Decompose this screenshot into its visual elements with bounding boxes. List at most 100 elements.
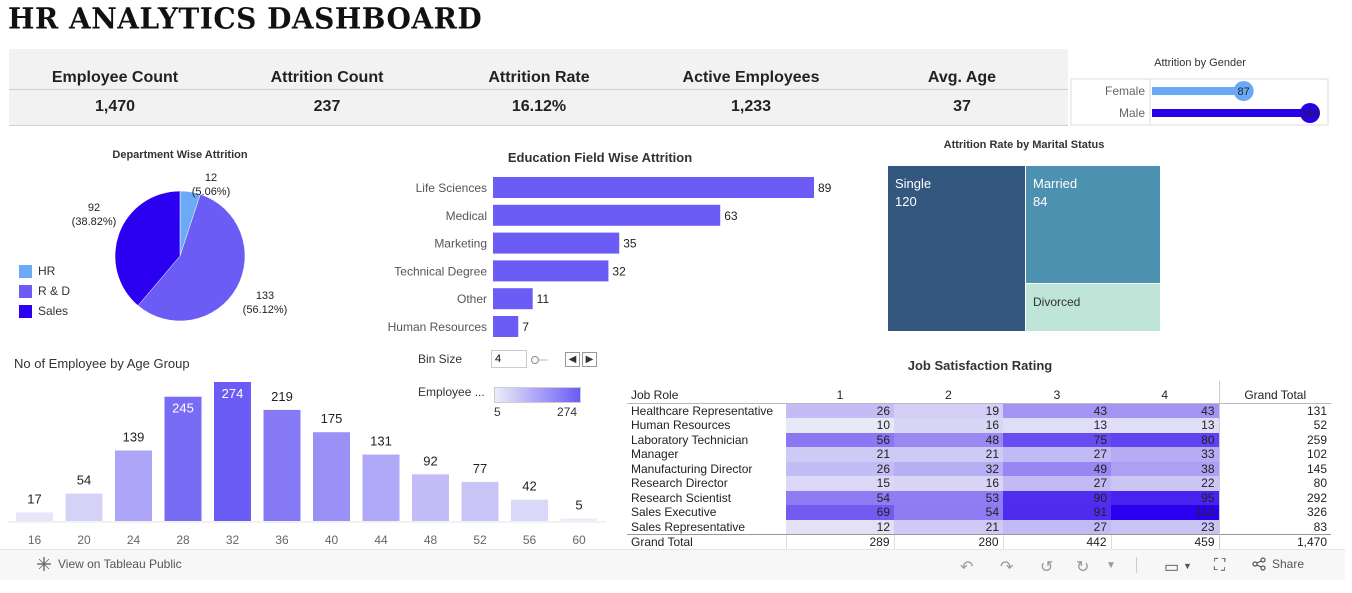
view-on-tableau-link[interactable]: View on Tableau Public <box>36 556 182 572</box>
education-value-label: 89 <box>818 181 832 195</box>
kpi-label: Employee Count <box>51 69 179 86</box>
legend-item-hr[interactable]: HR <box>19 261 70 281</box>
table-row[interactable]: Laboratory Technician 56 48 75 80 259 <box>627 432 1331 447</box>
education-chart-title: Education Field Wise Attrition <box>507 150 693 165</box>
table-row[interactable]: Research Scientist 54 53 90 95 292 <box>627 490 1331 505</box>
gender-value-label: 87 <box>1238 86 1250 98</box>
row-total-cell: 326 <box>1218 505 1331 520</box>
education-bar[interactable] <box>493 260 609 282</box>
age-value-label: 5 <box>575 497 582 512</box>
age-bar[interactable] <box>461 481 499 521</box>
treemap-tile-divorced[interactable]: Divorced <box>1026 284 1160 331</box>
table-row[interactable]: Manufacturing Director 26 32 49 38 145 <box>627 461 1331 476</box>
education-bar[interactable] <box>493 316 519 337</box>
fullscreen-icon[interactable]: ⛶ <box>1214 557 1226 574</box>
undo-icon[interactable]: ↶ <box>960 559 974 576</box>
heat-cell: 23 <box>1111 519 1219 535</box>
table-row[interactable]: Research Director 15 16 27 22 80 <box>627 476 1331 491</box>
age-bar[interactable] <box>362 454 400 521</box>
gender-bar[interactable] <box>1152 87 1244 95</box>
share-button[interactable]: Share <box>1252 557 1304 571</box>
education-bar[interactable] <box>493 204 721 226</box>
table-row[interactable]: Sales Representative 12 21 27 23 83 <box>627 519 1331 535</box>
age-bar[interactable] <box>313 432 350 521</box>
bin-increment-button[interactable]: ▶ <box>582 352 597 367</box>
age-bar[interactable] <box>511 499 548 521</box>
treemap-tile-single[interactable]: Single 120 <box>888 166 1025 331</box>
heat-cell: 90 <box>1003 490 1111 505</box>
row-header: Job Role <box>631 388 679 402</box>
kpi-attrition-rate: Attrition Rate 16.12% <box>433 49 645 125</box>
chevron-down-icon[interactable]: ▼ <box>1106 560 1116 571</box>
table-row[interactable]: Human Resources 10 16 13 13 52 <box>627 418 1331 433</box>
toggle-icon <box>531 356 548 364</box>
pie-slice[interactable] <box>137 193 246 322</box>
bin-decrement-button[interactable]: ◀ <box>565 352 580 367</box>
age-bar[interactable] <box>214 382 251 521</box>
row-total-cell: 83 <box>1218 519 1331 535</box>
education-bar[interactable] <box>493 288 533 310</box>
education-bar[interactable] <box>493 232 620 254</box>
heat-cell: 80 <box>1111 432 1219 447</box>
table-row[interactable]: Manager 21 21 27 33 102 <box>627 447 1331 462</box>
heat-cell: 27 <box>1003 476 1111 491</box>
heat-cell: 10 <box>786 418 894 433</box>
treemap-tile-married[interactable]: Married 84 <box>1026 166 1160 283</box>
age-bar[interactable] <box>16 512 53 521</box>
kpi-band: Employee Count 1,470 Attrition Count 237… <box>9 49 1068 126</box>
age-bar[interactable] <box>560 518 598 521</box>
legend-item-sales[interactable]: Sales <box>19 301 70 321</box>
education-category-label: Medical <box>446 209 487 223</box>
education-value-label: 11 <box>537 292 550 306</box>
legend-swatch <box>19 285 32 299</box>
tile-label: Married <box>1033 176 1078 191</box>
heat-cell: 69 <box>786 505 894 520</box>
age-bar[interactable] <box>164 396 202 521</box>
row-total-cell: 102 <box>1218 447 1331 462</box>
pie-percent-label: (56.12%) <box>243 304 288 316</box>
gender-bar[interactable] <box>1152 109 1310 117</box>
job-role-cell: Laboratory Technician <box>631 432 749 447</box>
job-satisfaction-title: Job Satisfaction Rating <box>907 358 1053 373</box>
heat-cell: 16 <box>894 476 1003 491</box>
table-row[interactable]: Healthcare Representative 26 19 43 43 131 <box>627 402 1331 418</box>
table-row[interactable]: Sales Executive 69 54 91 112 326 <box>627 505 1331 520</box>
education-bar[interactable] <box>493 177 814 198</box>
education-value-label: 7 <box>522 320 529 334</box>
age-bar[interactable] <box>263 409 301 521</box>
legend-item-rd[interactable]: R & D <box>19 281 70 301</box>
gender-chart-title: Attrition by Gender <box>1154 57 1246 69</box>
age-value-label: 175 <box>321 411 343 426</box>
revert-icon[interactable]: ↺ <box>1040 559 1054 576</box>
heat-cell: 53 <box>894 490 1003 505</box>
age-tick-label: 60 <box>572 533 586 547</box>
color-legend-gradient <box>494 387 581 403</box>
kpi-value: 37 <box>953 98 971 115</box>
chevron-down-icon[interactable]: ▼ <box>1183 561 1192 571</box>
pie-slice[interactable] <box>114 190 181 306</box>
age-bar[interactable] <box>65 493 103 521</box>
kpi-value: 1,233 <box>730 98 772 115</box>
heat-cell: 15 <box>786 476 894 491</box>
heat-cell: 56 <box>786 432 894 447</box>
age-value-label: 219 <box>271 389 293 404</box>
row-total-cell: 259 <box>1218 432 1331 447</box>
tile-value: 84 <box>1033 194 1048 209</box>
column-header: 3 <box>1053 388 1061 402</box>
grand-total-cell: 442 <box>1002 534 1111 550</box>
age-tick-label: 16 <box>28 533 42 547</box>
redo-icon[interactable]: ↷ <box>1000 559 1014 576</box>
bin-size-input[interactable] <box>491 350 527 368</box>
age-value-label: 274 <box>222 386 244 401</box>
heat-cell: 43 <box>1003 402 1111 418</box>
download-icon[interactable]: ▭ <box>1164 559 1180 576</box>
age-bar[interactable] <box>115 450 152 521</box>
bin-size-toggle[interactable] <box>530 353 548 364</box>
page-title: HR ANALYTICS DASHBOARD <box>8 1 483 36</box>
gender-chart: Female 87 Male 150 <box>1070 78 1329 126</box>
age-tick-label: 24 <box>127 533 141 547</box>
refresh-icon[interactable]: ↻ <box>1076 559 1090 576</box>
age-bar[interactable] <box>412 474 449 521</box>
kpi-active-employees: Active Employees 1,233 <box>645 49 857 125</box>
kpi-value: 237 <box>313 98 341 115</box>
